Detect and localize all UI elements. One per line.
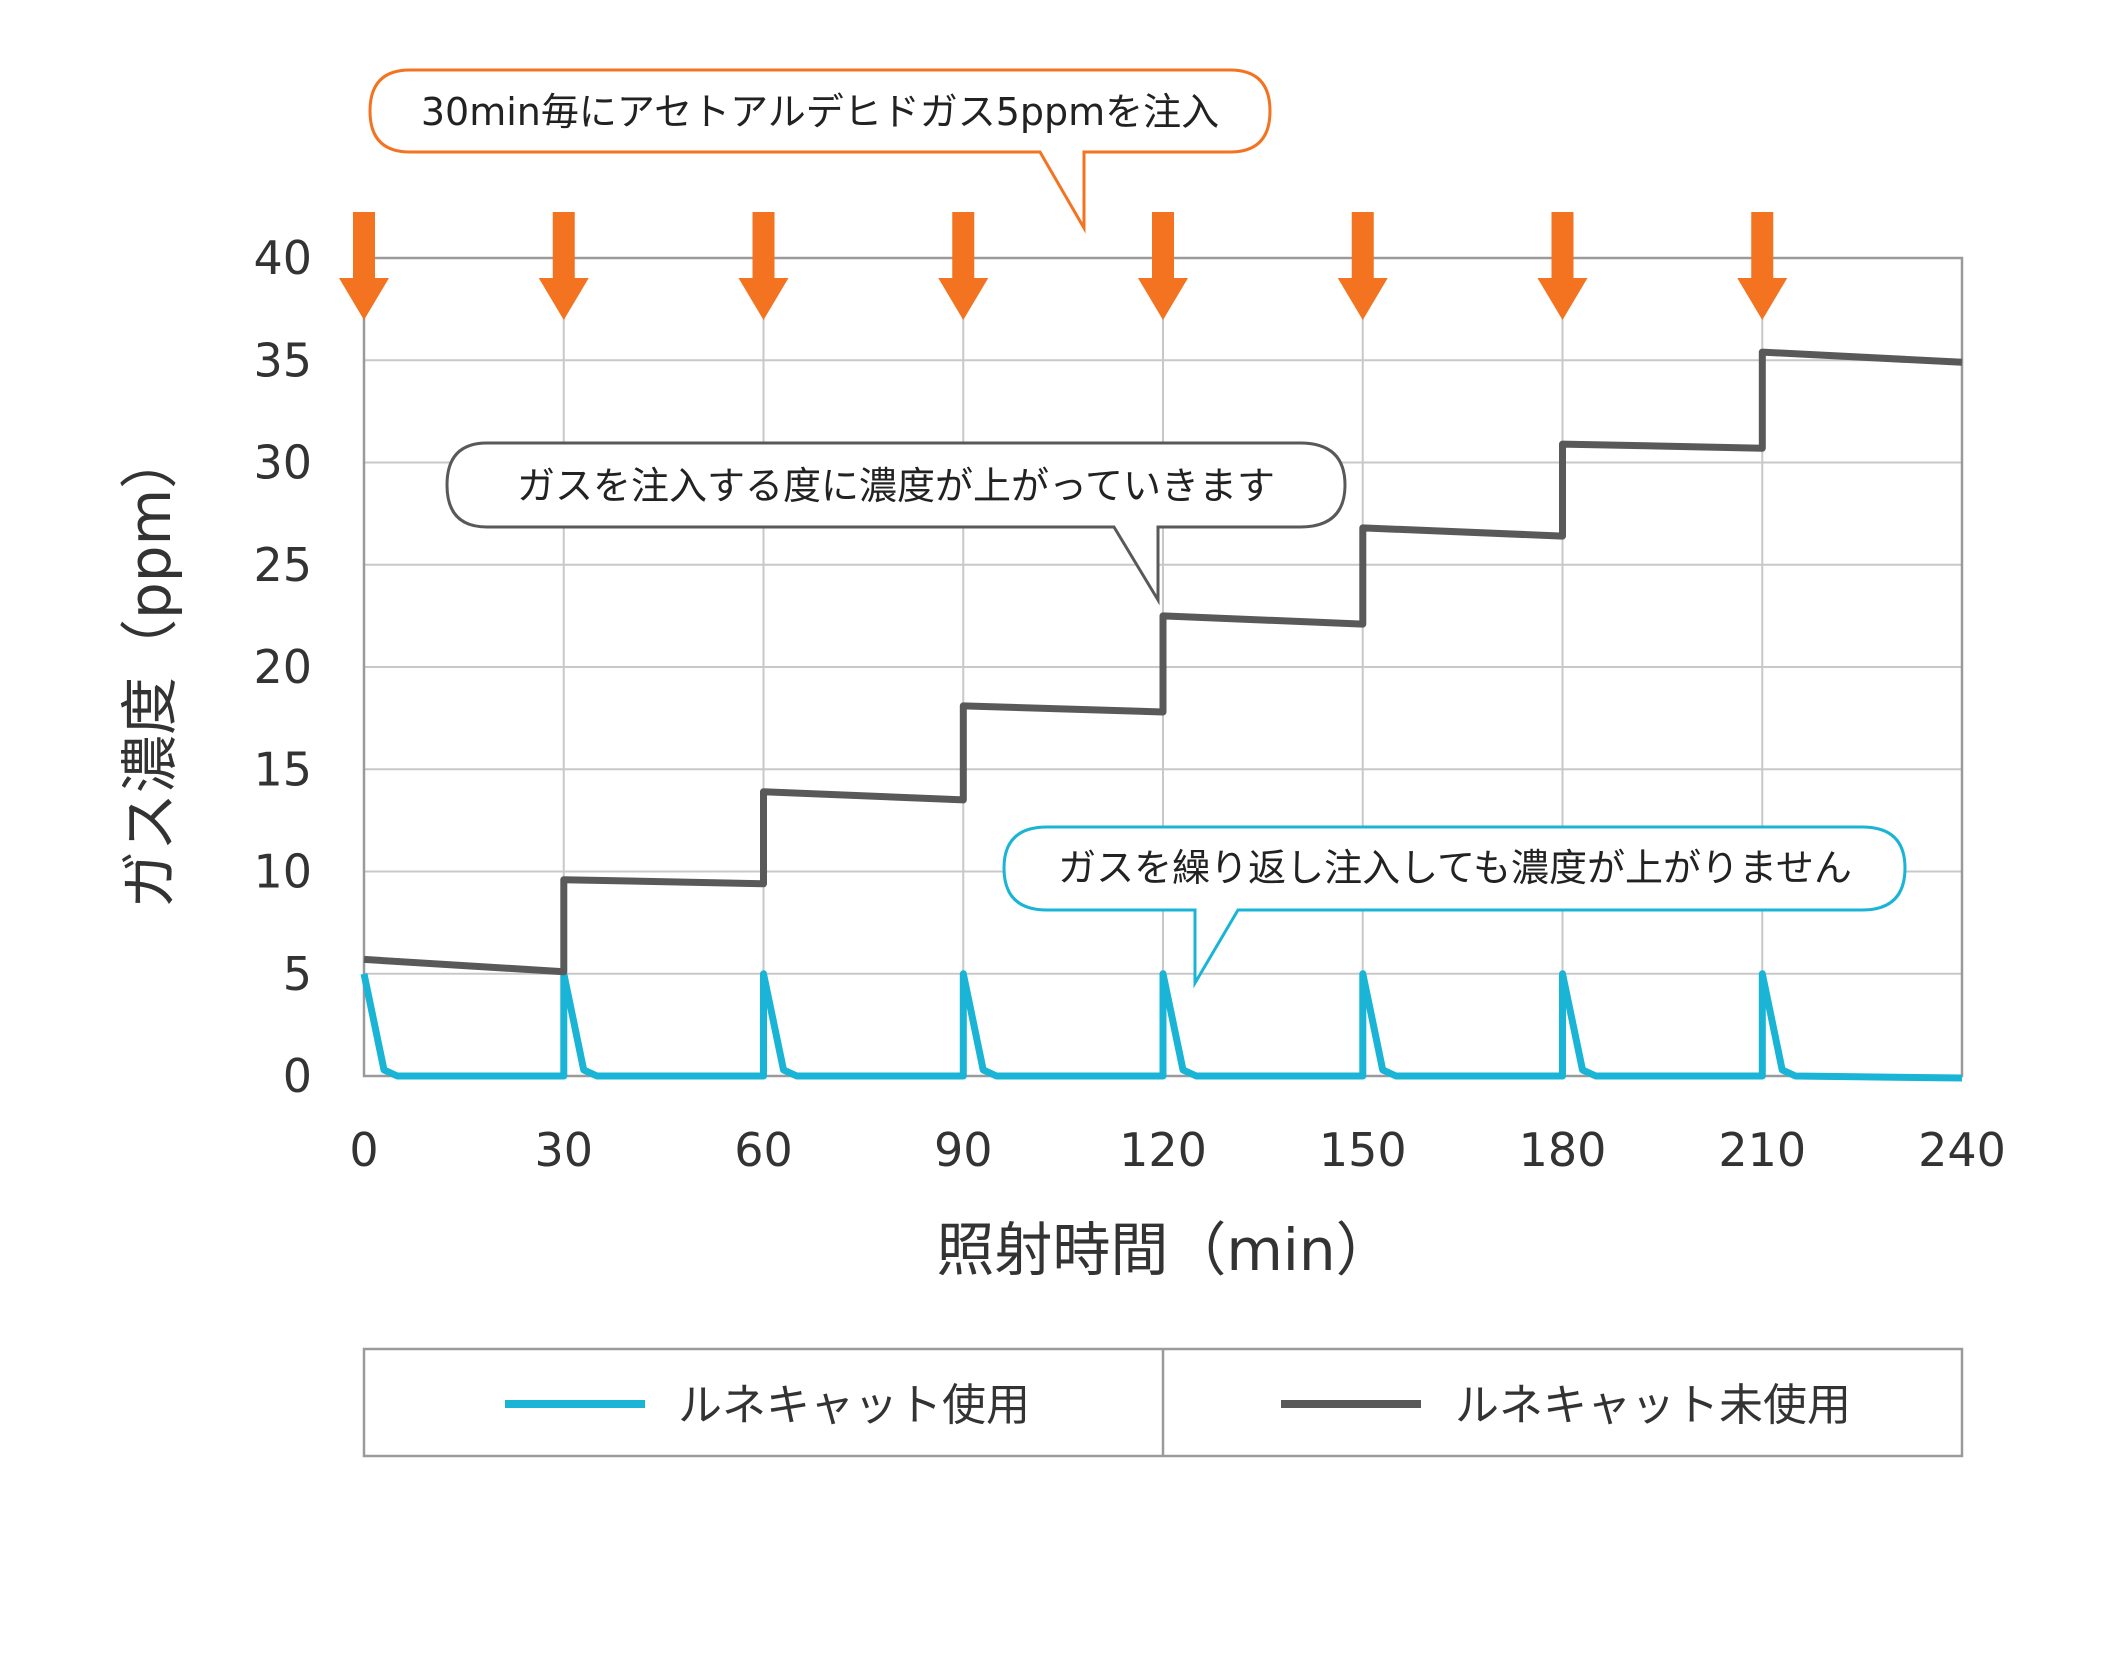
y-tick-label: 30	[253, 436, 312, 490]
y-tick-label: 40	[253, 231, 312, 285]
injection-arrow-icon	[738, 212, 789, 320]
injection-arrow-icon	[538, 212, 589, 320]
y-tick-label: 35	[253, 333, 312, 387]
injection-arrow-icon	[339, 212, 389, 320]
series-line-treated	[360, 970, 1963, 1082]
y-tick-label: 25	[253, 538, 312, 592]
callout-injection-text: 30min毎にアセトアルデヒドガス5ppmを注入	[421, 90, 1219, 134]
injection-arrow-icon	[1337, 212, 1388, 320]
injection-arrow-icon	[1737, 212, 1788, 320]
axis-ticks: 0 5 10 15 20 25 30 35 40 0 30 60 90 120 150 180 210 240	[253, 231, 2005, 1177]
legend-label-treated: ルネキャット使用	[678, 1380, 1030, 1431]
x-axis-title: 照射時間（min）	[936, 1216, 1393, 1284]
callout-treated-bubble	[1002, 825, 1907, 989]
injection-arrow-icon	[938, 212, 989, 320]
x-tick-label: 210	[1718, 1123, 1806, 1177]
legend-label-untreated: ルネキャット未使用	[1455, 1380, 1851, 1431]
y-axis-title: ガス濃度（ppm）	[116, 431, 184, 909]
callout-untreated: ガスを注入する度に濃度が上がっていきます	[445, 441, 1347, 606]
callout-treated-text: ガスを繰り返し注入しても濃度が上がりません	[1058, 846, 1852, 890]
x-tick-label: 30	[534, 1123, 593, 1177]
callout-injection: 30min毎にアセトアルデヒドガス5ppmを注入	[368, 68, 1272, 234]
x-tick-label: 180	[1519, 1123, 1607, 1177]
y-tick-label: 20	[253, 640, 312, 694]
callout-untreated-text: ガスを注入する度に濃度が上がっていきます	[517, 464, 1275, 508]
x-tick-label: 120	[1119, 1123, 1207, 1177]
injection-markers	[339, 212, 1788, 320]
y-tick-label: 5	[283, 947, 312, 1001]
y-tick-label: 15	[253, 742, 312, 796]
x-tick-label: 90	[934, 1123, 993, 1177]
callout-untreated-bubble	[445, 441, 1347, 606]
legend: ルネキャット使用 ルネキャット未使用	[362, 1347, 1964, 1458]
x-tick-label: 240	[1918, 1123, 2006, 1177]
callout-treated: ガスを繰り返し注入しても濃度が上がりません	[1002, 825, 1907, 989]
series-lines	[360, 348, 1963, 1082]
series-line-untreated	[363, 348, 1963, 976]
x-tick-label: 150	[1319, 1123, 1407, 1177]
x-tick-label: 0	[349, 1123, 378, 1177]
x-tick-label: 60	[734, 1123, 793, 1177]
injection-arrow-icon	[1537, 212, 1588, 320]
y-tick-label: 10	[253, 845, 312, 899]
y-tick-label: 0	[283, 1049, 312, 1103]
callout-injection-bubble	[368, 68, 1272, 234]
injection-arrow-icon	[1138, 212, 1188, 320]
